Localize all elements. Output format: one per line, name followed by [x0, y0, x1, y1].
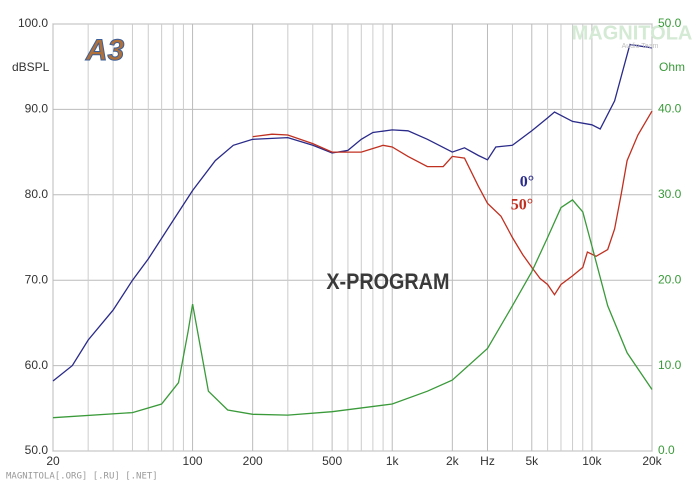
y-tick-label: 50.0: [25, 443, 49, 457]
x-tick-label: 5k: [525, 454, 539, 468]
y2-tick-label: 20.0: [658, 272, 682, 286]
y-tick-label: 80.0: [25, 187, 49, 201]
plot-area: [52, 23, 653, 452]
x-tick-label: 100: [183, 454, 203, 468]
y2-tick-label: 50.0: [658, 16, 682, 30]
y2-axis-label: Ohm: [659, 60, 685, 74]
legend-label: 50°: [511, 197, 533, 214]
series-line: [52, 43, 653, 382]
y-tick-label: 70.0: [25, 272, 49, 286]
x-tick-label: 20k: [642, 454, 662, 468]
x-tick-label: 10k: [582, 454, 602, 468]
series-line: [252, 110, 653, 296]
annotation: X-PROGRAM: [326, 270, 449, 294]
legend-label: 0°: [520, 174, 534, 191]
y2-tick-label: 10.0: [658, 358, 682, 372]
y-axis-label: dBSPL: [12, 60, 50, 74]
y2-tick-label: 30.0: [658, 187, 682, 201]
lines: [52, 43, 653, 419]
y-tick-label: 100.0: [18, 16, 48, 30]
y2-tick-label: 0.0: [658, 443, 675, 457]
series-line: [52, 199, 653, 419]
y2-tick-label: 40.0: [658, 102, 682, 116]
watermark: MAGNITOLA: [572, 22, 693, 44]
footer: MAGNITOLA[.ORG] [.RU] [.NET]: [6, 472, 158, 482]
watermark-sub: Audio Team: [622, 43, 659, 50]
x-tick-label: 1k: [386, 454, 400, 468]
x-tick-label: 20: [46, 454, 60, 468]
x-tick-label: 500: [322, 454, 342, 468]
x-tick-label: Hz: [480, 454, 495, 468]
x-tick-label: 2k: [446, 454, 460, 468]
y-tick-label: 60.0: [25, 358, 49, 372]
logo: A3: [85, 34, 125, 67]
y-tick-label: 90.0: [25, 102, 49, 116]
x-tick-label: 200: [243, 454, 263, 468]
grid: [52, 23, 653, 452]
